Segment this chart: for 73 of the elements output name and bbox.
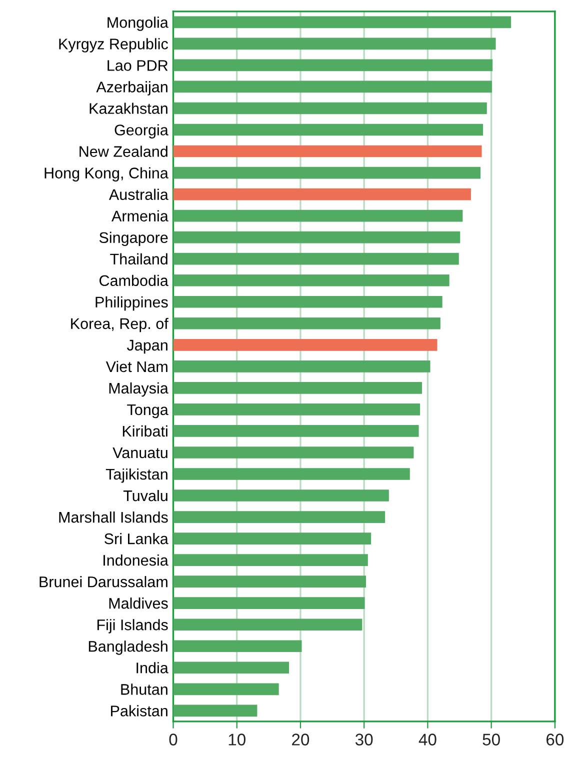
bar xyxy=(173,102,487,114)
bar xyxy=(173,124,484,136)
bar xyxy=(173,532,372,544)
y-tick-label: Tonga xyxy=(127,404,168,418)
bar xyxy=(173,338,438,351)
y-tick-label: Brunei Darussalam xyxy=(40,576,168,588)
y-tick-label: Korea, Rep. of xyxy=(71,318,168,332)
bar xyxy=(173,446,414,458)
bar xyxy=(173,59,493,72)
y-tick-label: Cambodia xyxy=(100,274,168,286)
y-tick-label: Sri Lanka xyxy=(104,533,168,544)
bar xyxy=(173,166,481,179)
bar xyxy=(173,618,362,631)
x-tick-label: 30 xyxy=(355,734,373,746)
bar xyxy=(173,274,450,286)
bar xyxy=(173,231,460,244)
y-tick-label: Japan xyxy=(126,340,168,354)
bar xyxy=(173,382,422,394)
y-tick-label: Malaysia xyxy=(109,382,168,397)
y-tick-label: Tajikistan xyxy=(106,468,168,483)
y-tick-label: Mongolia xyxy=(108,16,168,31)
bar xyxy=(173,38,496,50)
bar xyxy=(173,640,302,652)
bar xyxy=(173,704,258,717)
bar xyxy=(173,511,386,523)
x-tick-label: 50 xyxy=(482,734,500,746)
y-tick-label: Kiribati xyxy=(122,425,168,437)
y-tick-label: Maldives xyxy=(109,598,168,609)
bar xyxy=(173,554,368,566)
y-tick-label: Fiji Islands xyxy=(97,619,168,634)
bar xyxy=(173,490,389,502)
bar xyxy=(173,597,365,610)
bar xyxy=(173,80,492,93)
y-tick-label: Philippines xyxy=(96,296,168,311)
y-tick-label: Kyrgyz Republic xyxy=(59,38,168,52)
y-tick-label: Hong Kong, China xyxy=(44,167,168,182)
bar xyxy=(173,145,482,158)
y-tick-label: Lao PDR xyxy=(108,60,168,71)
bar xyxy=(173,252,459,265)
y-tick-label: Thailand xyxy=(110,253,168,265)
bar xyxy=(173,296,442,308)
y-tick-label: Kazakhstan xyxy=(90,102,168,114)
x-tick-label: 20 xyxy=(292,734,310,746)
bar xyxy=(173,404,420,416)
y-tick-label: Pakistan xyxy=(111,705,168,716)
y-tick-label: Marshall Islands xyxy=(59,511,168,523)
x-tick-label: 60 xyxy=(546,734,564,746)
y-tick-label: Bhutan xyxy=(121,684,168,695)
y-tick-label: Australia xyxy=(108,188,168,200)
y-tick-label: Indonesia xyxy=(104,554,168,566)
bar xyxy=(173,576,366,588)
bar xyxy=(173,662,290,674)
y-tick-label: Singapore xyxy=(99,232,168,246)
y-tick-label: India xyxy=(136,662,168,674)
y-tick-label: Azerbaijan xyxy=(96,81,168,96)
y-tick-label: Viet Nam xyxy=(106,360,168,372)
y-tick-label: Georgia xyxy=(114,124,168,138)
y-tick-label: Tuvalu xyxy=(123,490,168,502)
bar xyxy=(173,317,440,330)
bar xyxy=(173,188,471,200)
bar xyxy=(173,468,410,480)
bar xyxy=(173,425,419,437)
x-tick-label: 0 xyxy=(169,734,178,746)
y-tick-label: Armenia xyxy=(112,210,168,222)
bar xyxy=(173,16,512,28)
x-tick-label: 40 xyxy=(418,734,436,746)
bar xyxy=(173,360,430,372)
bar xyxy=(173,210,463,222)
y-tick-label: Vanuatu xyxy=(112,448,168,458)
bar xyxy=(173,683,279,696)
x-tick-label: 10 xyxy=(228,734,246,746)
y-tick-label: Bangladesh xyxy=(88,640,168,655)
y-tick-label: New Zealand xyxy=(80,146,168,157)
